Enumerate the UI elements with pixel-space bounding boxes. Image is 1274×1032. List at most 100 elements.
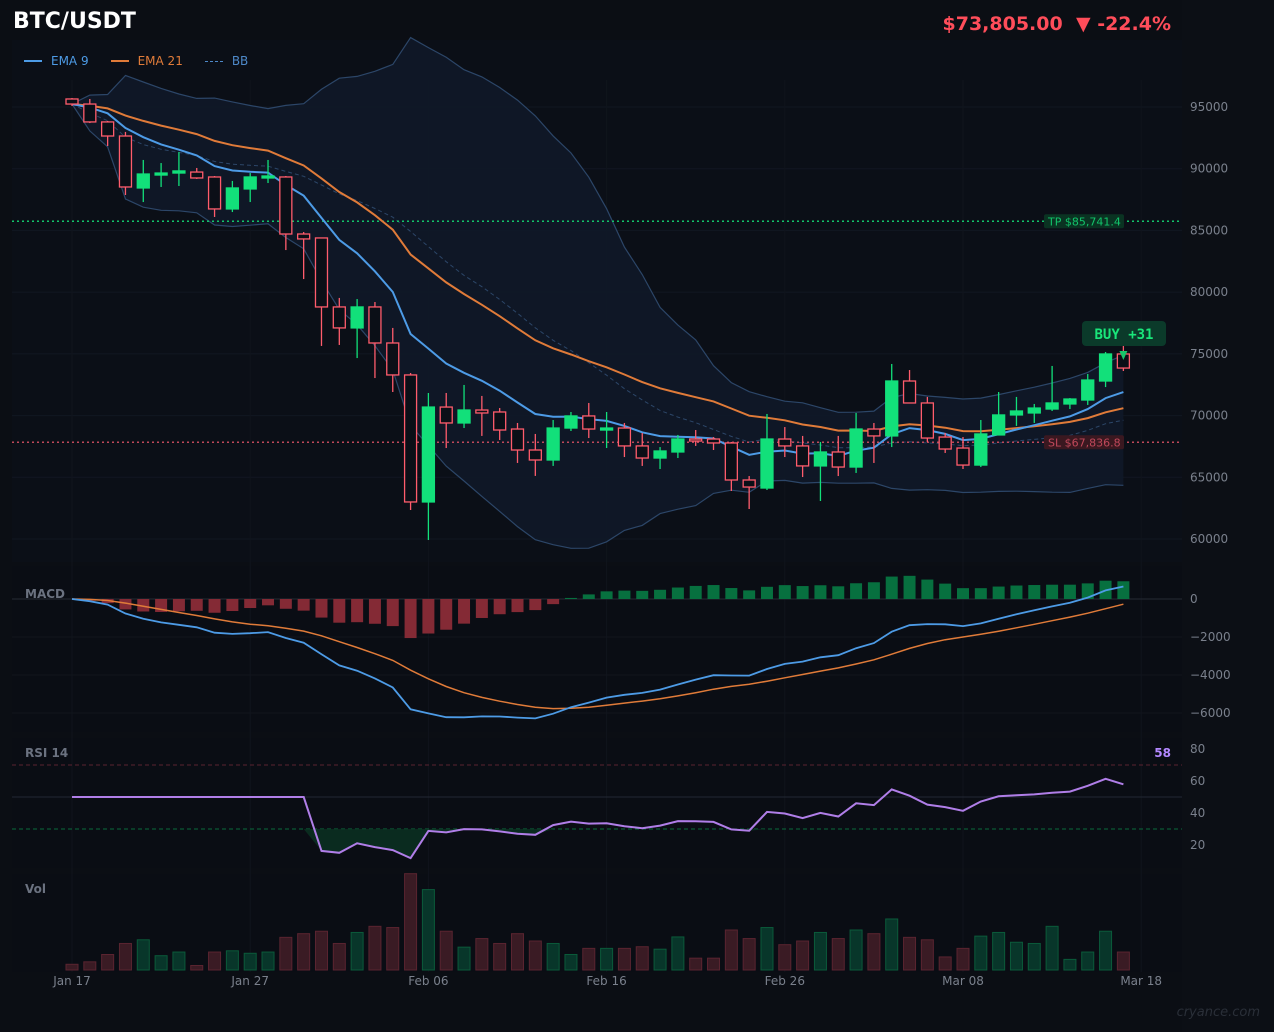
candle-body [885, 380, 899, 437]
volume-bar [154, 955, 168, 971]
legend-ema21: EMA 21 [110, 54, 183, 68]
date-tick-label: Mar 08 [942, 974, 984, 988]
macd-tick-label: 0 [1190, 592, 1198, 606]
macd-histogram-bar [351, 599, 364, 623]
page-title: BTC/USDT [13, 9, 136, 34]
candle [100, 120, 115, 147]
candle-body [475, 409, 489, 414]
macd-histogram-bar [974, 588, 987, 599]
candle-body [457, 409, 471, 424]
macd-histogram-bar [725, 588, 738, 599]
candle-body [974, 433, 988, 466]
macd-histogram-bar [1081, 583, 1094, 599]
volume-panel-label: Vol [25, 882, 46, 896]
candle-body [421, 406, 436, 503]
candle [546, 420, 560, 466]
macd-histogram-bar [707, 585, 720, 599]
macd-histogram-bar [208, 599, 221, 613]
volume-bar [1063, 958, 1077, 971]
candle [154, 163, 168, 187]
candle-body [778, 438, 792, 447]
candle [653, 447, 667, 470]
date-tick-label: Feb 06 [408, 974, 448, 988]
candle-body [510, 428, 525, 451]
candle [439, 392, 453, 449]
macd-histogram-bar [440, 599, 453, 630]
candle-body [207, 176, 222, 210]
candle-body [172, 170, 186, 174]
candle-body [1027, 407, 1041, 414]
volume-bar [314, 930, 328, 971]
candle-body [439, 406, 453, 424]
volume-bar [528, 940, 542, 971]
candle [867, 422, 881, 463]
macd-histogram-bar [564, 597, 577, 599]
macd-histogram-bar [119, 599, 132, 610]
macd-signal-line [71, 598, 1124, 710]
candle [1027, 403, 1041, 423]
buy-signal-label: BUY +31 [1094, 327, 1153, 343]
candle-body [493, 411, 507, 431]
candle [528, 433, 542, 476]
candle-body [403, 374, 418, 503]
sl-label: SL $67,836.8 [1048, 436, 1121, 449]
candle-body [599, 427, 614, 431]
macd-histogram-bar [297, 599, 310, 611]
candle [617, 422, 632, 458]
macd-tick-label: −2000 [1190, 630, 1231, 644]
macd-histogram-bar [386, 599, 399, 627]
candle [778, 427, 792, 458]
volume-bar [225, 950, 239, 971]
volume-bar [439, 930, 453, 971]
macd-histogram-bar [1117, 581, 1130, 599]
candle [190, 167, 204, 179]
volume-bar [885, 918, 899, 971]
candle-body [920, 402, 935, 439]
macd-histogram-bar [1028, 585, 1041, 599]
candle [813, 441, 828, 501]
macd-histogram-bar [172, 599, 185, 612]
volume-bar [974, 935, 988, 971]
candle-body [297, 233, 311, 240]
volume-bar [831, 938, 845, 971]
candle [991, 391, 1006, 436]
candle [742, 476, 756, 509]
candle-body [902, 380, 917, 404]
candle [706, 437, 721, 451]
candle [297, 232, 311, 280]
candle [956, 437, 970, 470]
volume-bar [190, 965, 204, 971]
candle [493, 408, 507, 441]
volume-bar [279, 936, 293, 971]
macd-histogram-bar [885, 576, 898, 599]
volume-bar [101, 953, 115, 971]
candle-body [813, 451, 828, 467]
candle [1045, 365, 1059, 411]
volume-bar [760, 927, 774, 971]
volume-bar [689, 957, 703, 971]
volume-bar [332, 942, 346, 971]
macd-histogram-bar [903, 575, 916, 599]
candle [261, 159, 275, 184]
candle [938, 432, 952, 453]
candle [1063, 398, 1077, 410]
candle-body [938, 436, 952, 450]
price-tick-label: 75000 [1190, 347, 1228, 361]
volume-bar [1027, 942, 1041, 971]
candle-body [760, 438, 774, 489]
ema21-swatch-icon [110, 60, 129, 62]
candle-body [564, 415, 578, 429]
buy-signal-badge [1082, 321, 1166, 346]
volume-bar [617, 947, 631, 971]
volume-bar [707, 957, 721, 971]
candle [1098, 352, 1113, 388]
macd-histogram-bar [600, 591, 613, 599]
macd-histogram-bar [1046, 584, 1059, 599]
bollinger-lower-line [71, 103, 1124, 549]
candle-body [190, 171, 204, 179]
candle-body [671, 438, 685, 453]
macd-histogram-bar [529, 599, 542, 611]
macd-histogram-bar [618, 590, 631, 599]
macd-histogram-bar [511, 599, 524, 613]
